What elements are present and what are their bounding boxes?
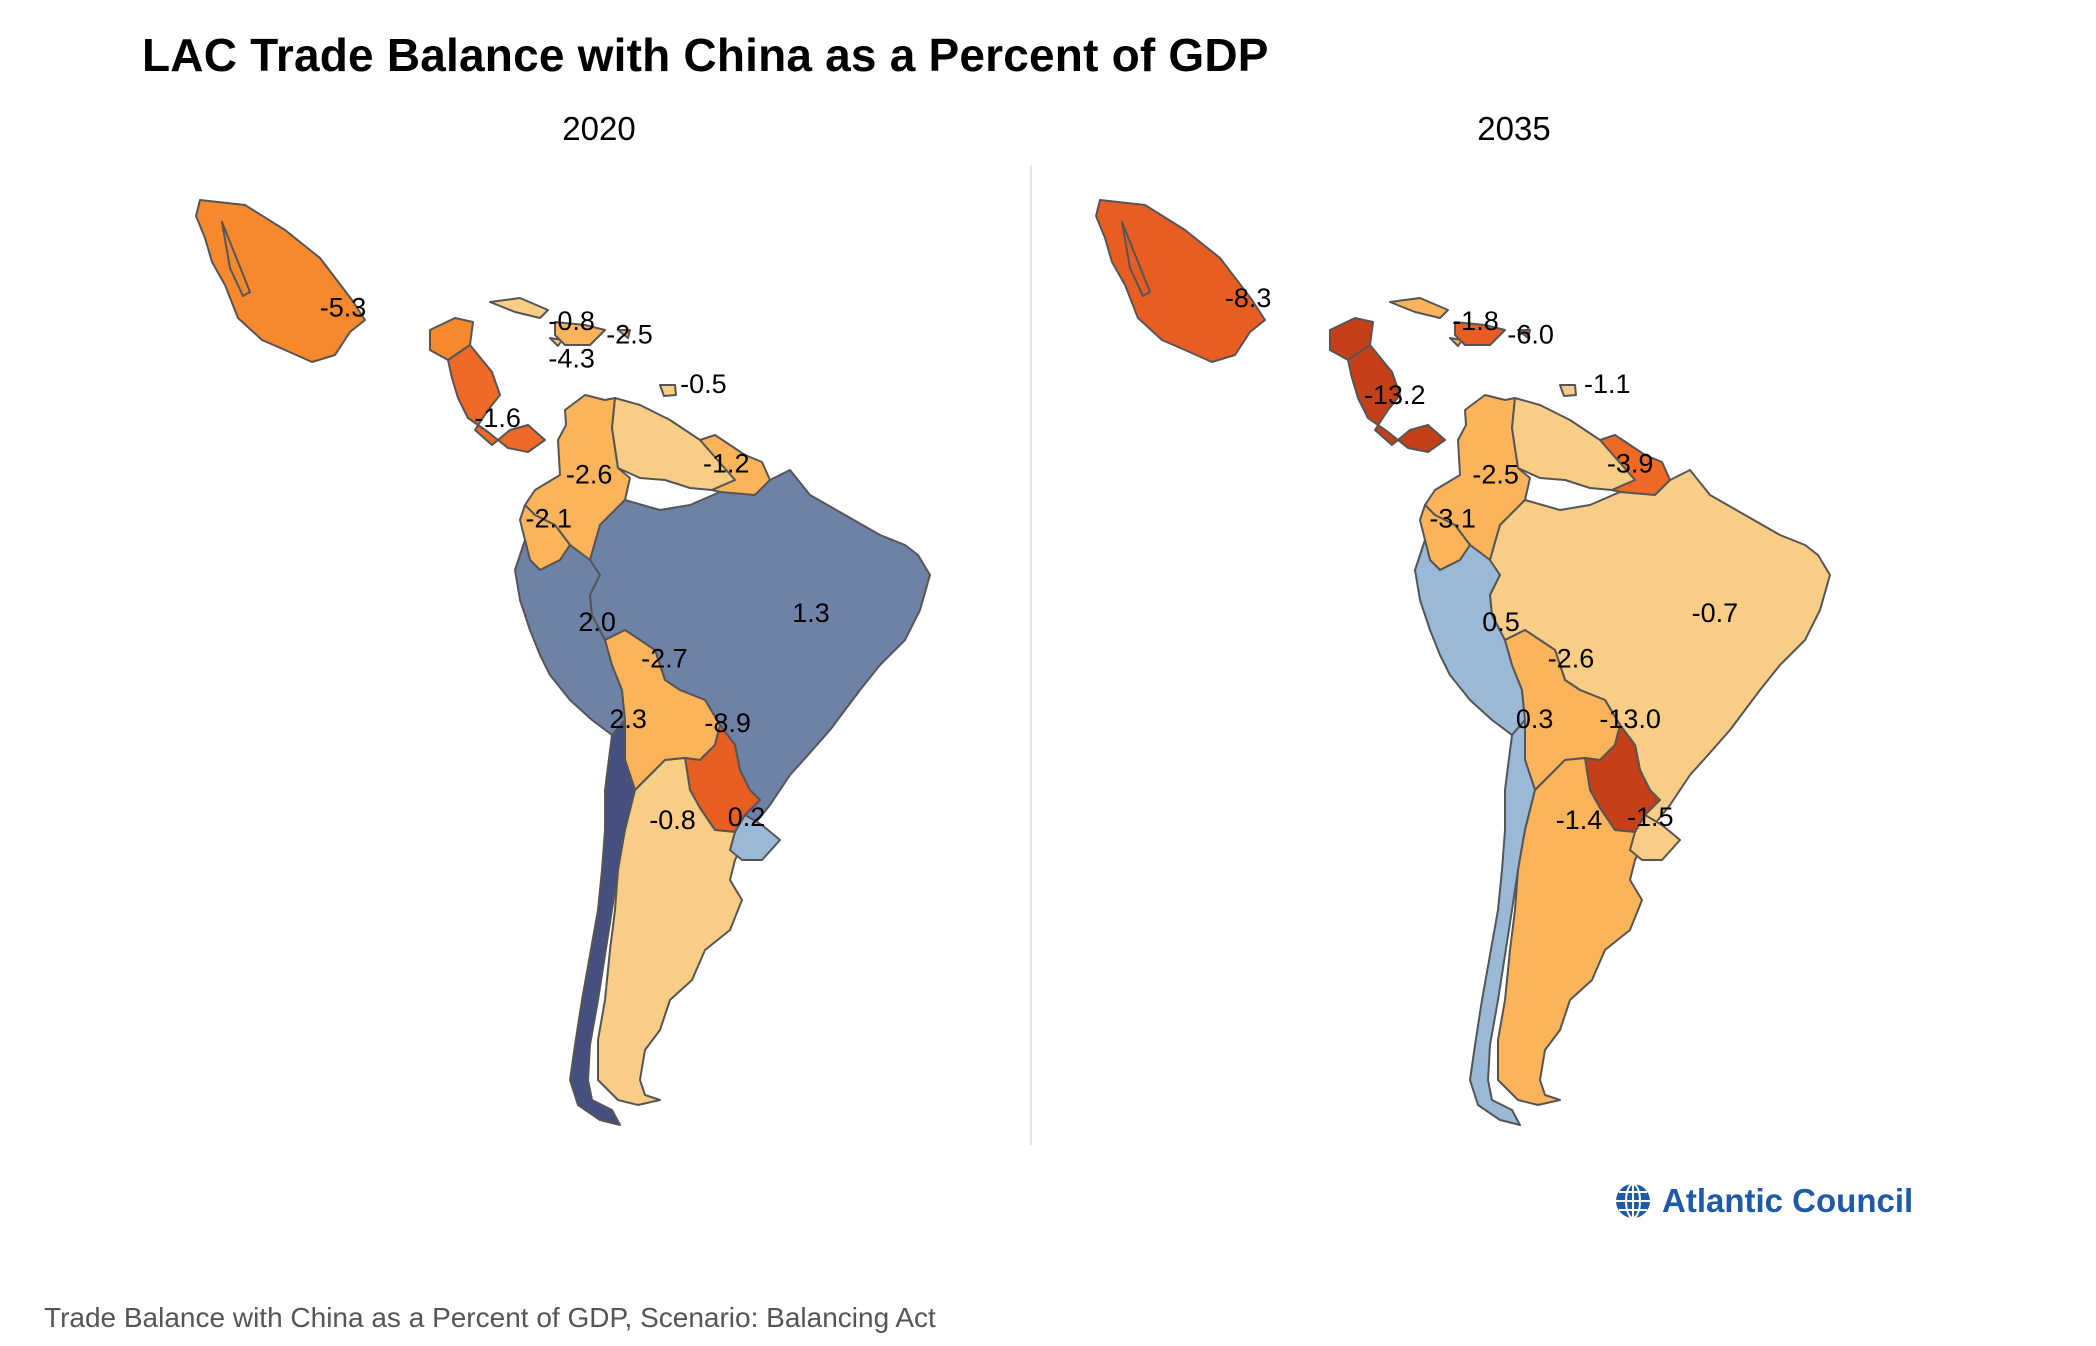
value-label-ecuador-2035: -3.1 (1429, 504, 1476, 534)
country-argentina-2035 (1497, 757, 1646, 1106)
value-label-peru-2035: 0.5 (1482, 607, 1520, 637)
value-label-paraguay-2020: -8.9 (704, 708, 751, 738)
logo-text: Atlantic Council (1662, 1182, 1914, 1219)
value-label-ecuador-2020: -2.1 (525, 504, 572, 534)
value-label-dominican-republic-2035: -6.0 (1507, 319, 1554, 349)
value-label-colombia-2020: -2.6 (566, 459, 613, 489)
value-label-bolivia-2035: -2.6 (1548, 644, 1595, 674)
value-label-colombia-2035: -2.5 (1472, 459, 1519, 489)
value-label-paraguay-2035: -13.0 (1599, 704, 1661, 734)
value-label-guatemala-2020: -4.3 (548, 344, 595, 374)
country-central-america-2035 (1347, 344, 1446, 453)
country-uruguay-2035 (1629, 814, 1681, 861)
chart-title: LAC Trade Balance with China as a Percen… (142, 29, 1269, 81)
value-label-guyana-suriname-2020: -1.2 (703, 448, 750, 478)
atlantic-council-logo: Atlantic Council (1614, 1176, 1913, 1226)
value-label-brazil-2020: 1.3 (792, 598, 830, 628)
country-trinidad-and-tobago-2035 (1559, 384, 1577, 397)
value-label-argentina-2020: -0.8 (649, 805, 696, 835)
country-caribbean-2020 (489, 297, 563, 347)
value-label-guyana-suriname-2035: -3.9 (1607, 448, 1654, 478)
map-2035: -8.3 -1.8 -6.0 -1.1 -13.2 -2.5 -3.9 -3.1 0.5 -0.7… (1095, 199, 1831, 1126)
panel-title-2020: 2020 (562, 110, 636, 147)
panel-title-2035: 2035 (1477, 110, 1551, 147)
value-label-chile-2035: 0.3 (1516, 704, 1554, 734)
country-caribbean-2035 (1389, 297, 1463, 347)
map-2020: -5.3 -4.3 -0.8 -2.5 -0.5 -1.6 -2.6 -1.2 -2.1 2.0 1… (195, 199, 931, 1126)
globe-icon (1616, 1183, 1650, 1219)
value-label-argentina-2035: -1.4 (1556, 805, 1603, 835)
value-label-chile-2020: 2.3 (609, 704, 647, 734)
country-dominican-republic-2020 (554, 321, 631, 346)
panel-divider (1030, 165, 1032, 1145)
value-label-peru-2020: 2.0 (578, 607, 616, 637)
value-label-uruguay-2035: -1.5 (1627, 802, 1674, 832)
footnote: Trade Balance with China as a Percent of… (44, 1302, 936, 1333)
country-mexico-2035 (1095, 199, 1266, 363)
value-label-caribbean-2020: -0.8 (548, 306, 595, 336)
value-label-central-america-2020: -1.6 (474, 403, 521, 433)
value-label-central-america-2035: -13.2 (1364, 380, 1426, 410)
value-label-mexico-2035: -8.3 (1225, 283, 1272, 313)
value-label-caribbean-2035: -1.8 (1452, 306, 1499, 336)
country-dominican-republic-2035 (1454, 321, 1531, 346)
value-label-brazil-2035: -0.7 (1692, 598, 1739, 628)
value-label-trinidad-and-tobago-2035: -1.1 (1584, 369, 1631, 399)
value-label-mexico-2020: -5.3 (320, 292, 367, 322)
country-trinidad-and-tobago-2020 (659, 384, 677, 397)
value-label-bolivia-2020: -2.7 (641, 644, 688, 674)
country-mexico-2020 (195, 199, 366, 363)
country-central-america-2020 (447, 344, 546, 453)
country-argentina-2020 (597, 757, 746, 1106)
value-label-uruguay-2020: 0.2 (728, 802, 766, 832)
value-label-trinidad-and-tobago-2020: -0.5 (680, 369, 727, 399)
value-label-dominican-republic-2020: -2.5 (606, 319, 653, 349)
country-uruguay-2020 (729, 814, 781, 861)
